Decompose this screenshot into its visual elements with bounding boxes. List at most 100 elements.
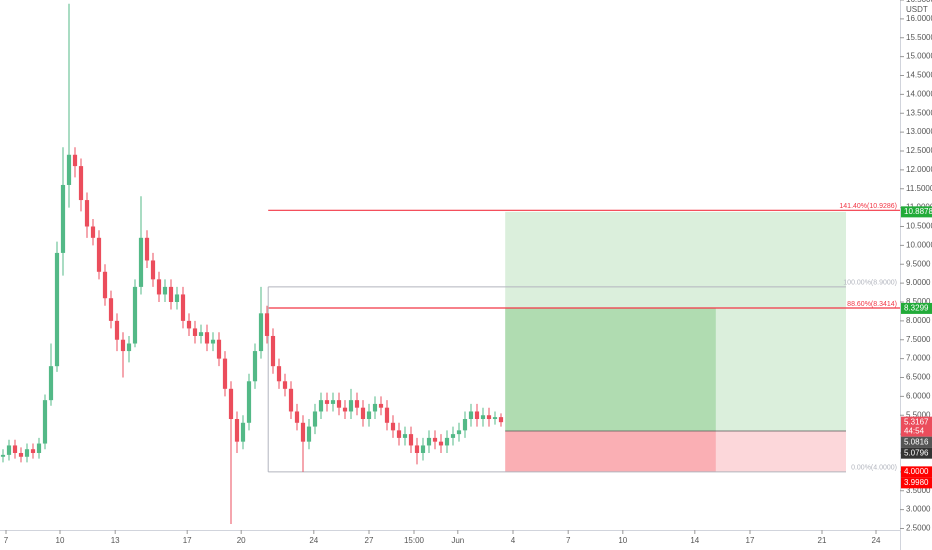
candle-body — [186, 320, 192, 329]
price-badge-label: 8.3299 — [904, 304, 929, 313]
candle-body — [138, 237, 144, 287]
x-tick-label: 13 — [111, 536, 120, 545]
x-tick-label: 15:00 — [404, 536, 425, 545]
candle-body — [6, 445, 12, 455]
y-tick-label: 13.5000 — [906, 108, 932, 117]
candle-body — [216, 339, 222, 359]
candle-body — [60, 184, 66, 253]
y-tick-label: 6.0000 — [906, 391, 931, 400]
profit-zone — [505, 211, 846, 432]
profit-zone-filled — [505, 308, 716, 432]
candle-body — [450, 434, 456, 438]
candle-body — [366, 411, 372, 420]
x-tick-label: 7 — [4, 536, 9, 545]
x-tick-label: 14 — [690, 536, 699, 545]
y-tick-label: 12.0000 — [906, 165, 932, 174]
y-tick-label: 16.0000 — [906, 14, 932, 23]
price-badge-label: 5.0816 — [904, 437, 929, 446]
candle-body — [300, 422, 306, 442]
candle-body — [240, 422, 246, 442]
candle-body — [48, 366, 54, 401]
candle-body — [198, 332, 204, 336]
y-tick-label: 7.0000 — [906, 354, 931, 363]
candle-body — [114, 320, 120, 340]
candle-body — [330, 400, 336, 404]
loss-zone-filled — [505, 431, 716, 472]
candle-body — [228, 388, 234, 420]
candle-body — [306, 426, 312, 442]
y-tick-label: 2.5000 — [906, 524, 931, 533]
candle-body — [348, 400, 354, 412]
x-tick-label: 20 — [237, 536, 246, 545]
y-tick-label: 3.5000 — [906, 486, 931, 495]
candle-body — [378, 403, 384, 408]
candle-body — [318, 400, 324, 412]
candle-body — [168, 286, 174, 302]
candle-body — [498, 417, 504, 423]
candle-body — [204, 332, 210, 344]
y-tick-label: 14.5000 — [906, 71, 932, 80]
candle-body — [426, 437, 432, 446]
candle-body — [258, 313, 264, 352]
y-tick-label: 9.0000 — [906, 278, 931, 287]
candle-body — [174, 294, 180, 302]
x-tick-label: 24 — [872, 536, 881, 545]
y-tick-label: 16.5000 — [906, 0, 932, 4]
candle-body — [372, 403, 378, 412]
candle-body — [246, 381, 252, 423]
candle-body — [444, 437, 450, 446]
candle-body — [456, 430, 462, 435]
y-tick-label: 3.0000 — [906, 505, 931, 514]
x-tick-label: 10 — [618, 536, 627, 545]
candle-body — [252, 351, 258, 382]
y-tick-label: 12.5000 — [906, 146, 932, 155]
candle-body — [36, 443, 42, 453]
fib-level-label: 88.60%(8.3414) — [847, 301, 897, 308]
candle-body — [24, 449, 30, 457]
candle-body — [342, 407, 348, 412]
candle-body — [0, 454, 6, 457]
candle-body — [156, 279, 162, 295]
candle-body — [102, 271, 108, 299]
fib-level-label: 141.40%(10.9286) — [839, 203, 897, 210]
candle-body — [222, 358, 228, 389]
loss-zone — [505, 431, 846, 472]
y-tick-label: 5.5000 — [906, 410, 931, 419]
x-tick-label: 4 — [511, 536, 516, 545]
candle-body — [288, 388, 294, 412]
price-badge-label: 4.0000 — [904, 467, 929, 476]
countdown-label: 44:54 — [904, 426, 925, 435]
y-tick-label: 15.5000 — [906, 33, 932, 42]
candle-body — [324, 400, 330, 404]
candle-body — [150, 260, 156, 280]
price-badge — [901, 466, 932, 478]
candle-body — [438, 441, 444, 446]
candle-body — [312, 411, 318, 427]
y-tick-label: 10.0000 — [906, 240, 932, 249]
x-tick-label: 17 — [746, 536, 755, 545]
candle-body — [90, 226, 96, 238]
candle-body — [234, 419, 240, 442]
candle-body — [84, 200, 90, 227]
x-tick-label: 10 — [56, 536, 65, 545]
price-badge-label: 5.3167 — [904, 417, 929, 426]
candle-body — [492, 417, 498, 420]
candle-body — [96, 237, 102, 272]
candle-body — [12, 445, 18, 453]
candle-body — [420, 445, 426, 453]
candle-body — [468, 411, 474, 420]
x-tick-label: 21 — [818, 536, 827, 545]
candle-body — [210, 339, 216, 344]
y-tick-label: 8.0000 — [906, 316, 931, 325]
currency-label: USDT — [906, 5, 928, 14]
candle-body — [180, 294, 186, 321]
candle-body — [384, 407, 390, 423]
price-badge — [901, 477, 932, 489]
candle-body — [108, 298, 114, 321]
candle-body — [270, 335, 276, 367]
candle-body — [354, 400, 360, 408]
y-tick-label: 7.5000 — [906, 335, 931, 344]
candle-body — [42, 400, 48, 444]
candle-body — [144, 237, 150, 261]
